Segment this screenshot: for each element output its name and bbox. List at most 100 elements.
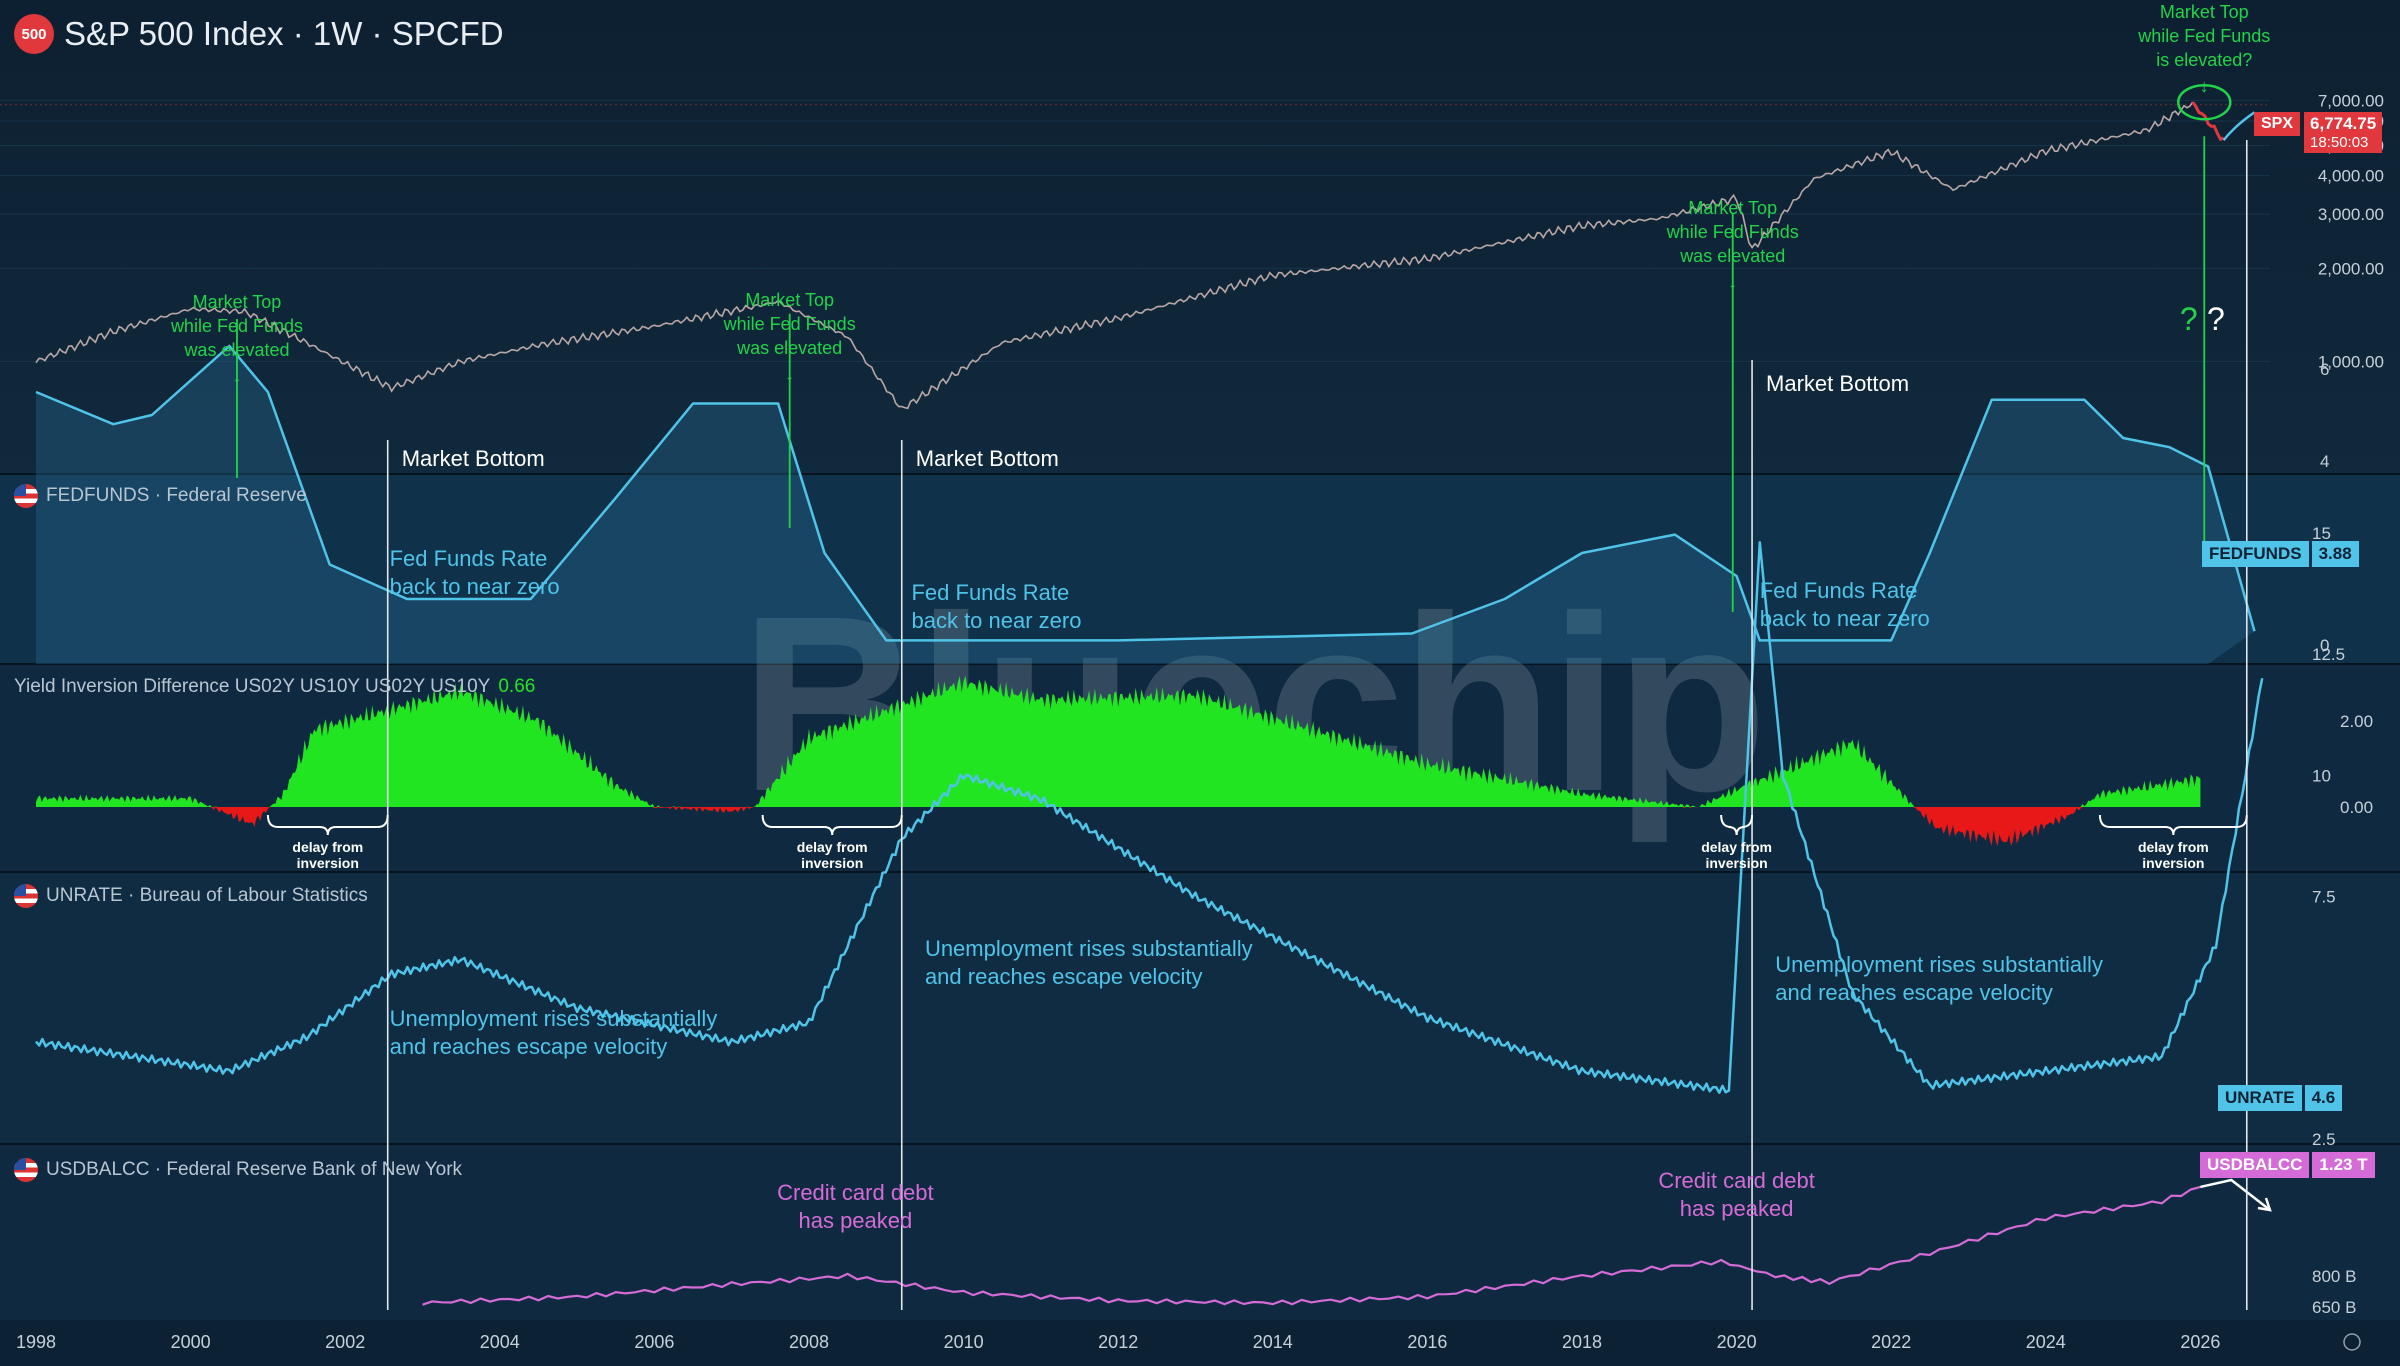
fedfunds-annotation: back to near zero xyxy=(1760,606,1930,631)
unemployment-annotation: and reaches escape velocity xyxy=(390,1034,668,1059)
usdbalcc-badge-label: USDBALCC xyxy=(2200,1152,2310,1178)
spx-pane xyxy=(0,0,2400,474)
usdbalcc-projection-arrow xyxy=(2200,1178,2271,1211)
market-top-label: was elevated xyxy=(183,340,289,360)
credit-annotation: has peaked xyxy=(1680,1196,1794,1221)
pane-separator[interactable] xyxy=(0,473,2400,475)
market-top-label: while Fed Funds xyxy=(2137,26,2270,46)
us-flag-icon xyxy=(14,484,38,508)
yield-value: 0.66 xyxy=(498,676,536,697)
down-arrow-icon: ↓ xyxy=(2200,76,2209,96)
unrate-badge-label: UNRATE xyxy=(2218,1085,2302,1111)
x-axis-label: 2022 xyxy=(1871,1332,1911,1352)
x-axis-label: 2018 xyxy=(1562,1332,1602,1352)
fedfunds-tick-label: 0 xyxy=(2320,636,2329,655)
usdbalcc-tick-label: 800 B xyxy=(2312,1267,2356,1286)
market-top-label: Market Top xyxy=(745,290,834,310)
unemployment-annotation: Unemployment rises substantially xyxy=(1775,952,2103,977)
x-axis-label: 2026 xyxy=(2180,1332,2220,1352)
x-axis-label: 2002 xyxy=(325,1332,365,1352)
x-axis-label: 2020 xyxy=(1717,1332,1757,1352)
symbol-title[interactable]: S&P 500 Index · 1W · SPCFD xyxy=(64,15,504,52)
x-axis-label: 2014 xyxy=(1253,1332,1293,1352)
spx-decline-projection xyxy=(2191,101,2225,142)
spx-price-line-series xyxy=(35,101,2194,410)
fedfunds-annotation: Fed Funds Rate xyxy=(390,546,548,571)
yield-positive-area xyxy=(36,675,2201,807)
chart-title[interactable]: 500 S&P 500 Index · 1W · SPCFD xyxy=(14,14,504,54)
spx-tick-label: 1,000.00 xyxy=(2318,352,2384,371)
unemployment-annotation: Unemployment rises substantially xyxy=(925,936,1253,961)
unrate-tick-label: 12.5 xyxy=(2312,645,2345,664)
yield-legend[interactable]: Yield Inversion Difference US02Y US10Y U… xyxy=(14,676,535,698)
usdbalcc-tick-label: 650 B xyxy=(2312,1298,2356,1317)
pane-separator[interactable] xyxy=(0,663,2400,665)
unrate-tick-label: 10 xyxy=(2312,766,2331,785)
market-top-label: while Fed Funds xyxy=(723,314,856,334)
market-bottom-label: Market Bottom xyxy=(916,446,1059,471)
fedfunds-annotation: back to near zero xyxy=(911,608,1081,633)
delay-brace xyxy=(2098,814,2248,836)
fedfunds-area xyxy=(36,346,2255,664)
delay-brace xyxy=(1720,814,1754,836)
unemployment-annotation: Unemployment rises substantially xyxy=(390,1006,718,1031)
delay-label: delay from xyxy=(292,839,363,855)
unrate-pane xyxy=(0,872,2400,1144)
spx-tick-label: 2,000.00 xyxy=(2318,259,2384,278)
unrate-legend[interactable]: UNRATE · Bureau of Labour Statistics xyxy=(14,884,368,908)
delay-label: delay from xyxy=(2138,839,2209,855)
question-mark: ? xyxy=(2207,301,2225,337)
fedfunds-badge-label: FEDFUNDS xyxy=(2202,541,2309,567)
pane-separator[interactable] xyxy=(0,1143,2400,1145)
market-top-label: was elevated xyxy=(736,338,842,358)
pane-separator[interactable] xyxy=(0,871,2400,873)
us-flag-icon xyxy=(14,884,38,908)
fedfunds-title: FEDFUNDS · Federal Reserve xyxy=(46,485,307,506)
delay-label: delay from xyxy=(1701,839,1772,855)
fedfunds-legend[interactable]: FEDFUNDS · Federal Reserve xyxy=(14,484,307,508)
credit-annotation: has peaked xyxy=(798,1208,912,1233)
usdbalcc-title: USDBALCC · Federal Reserve Bank of New Y… xyxy=(46,1159,463,1180)
unemployment-annotation: and reaches escape velocity xyxy=(1775,980,2053,1005)
usdbalcc-badge-value: 1.23 T xyxy=(2312,1152,2375,1178)
unrate-line xyxy=(35,541,2264,1094)
unrate-tick-label: 15 xyxy=(2312,524,2331,543)
unrate-tick-label: 2.5 xyxy=(2312,1130,2336,1149)
fedfunds-annotation: Fed Funds Rate xyxy=(1760,578,1918,603)
unrate-badge: UNRATE 4.6 xyxy=(2218,1085,2343,1111)
delay-label: inversion xyxy=(2142,855,2204,871)
down-arrow-icon: ↓ xyxy=(232,366,241,386)
x-axis-label: 2016 xyxy=(1407,1332,1447,1352)
spx-countdown: 18:50:03 xyxy=(2310,134,2369,151)
yield-tick-label: 2.00 xyxy=(2340,712,2373,731)
market-top-label: while Fed Funds xyxy=(1666,222,1799,242)
fedfunds-annotation: back to near zero xyxy=(390,574,560,599)
unrate-tick-label: 7.5 xyxy=(2312,888,2336,907)
fedfunds-badge-value: 3.88 xyxy=(2311,541,2359,567)
arrow-head-icon xyxy=(2257,1197,2272,1212)
market-top-label: Market Top xyxy=(1688,198,1777,218)
x-axis-label: 2000 xyxy=(171,1332,211,1352)
x-axis-label: 1998 xyxy=(16,1332,56,1352)
market-bottom-label: Market Bottom xyxy=(402,446,545,471)
delay-label: inversion xyxy=(801,855,863,871)
delay-label: inversion xyxy=(297,855,359,871)
spx-tick-label: 4,000.00 xyxy=(2318,166,2384,185)
market-top-label: was elevated xyxy=(1679,246,1785,266)
settings-gear-icon[interactable] xyxy=(2343,1333,2361,1351)
market-bottom-label: Market Bottom xyxy=(1766,371,1909,396)
usdbalcc-legend[interactable]: USDBALCC · Federal Reserve Bank of New Y… xyxy=(14,1158,462,1182)
usdbalcc-line xyxy=(422,1185,2201,1306)
fedfunds-tick-label: 4 xyxy=(2320,452,2329,471)
unemployment-annotation: and reaches escape velocity xyxy=(925,964,1203,989)
yield-negative-area xyxy=(36,807,2201,847)
x-axis-label: 2004 xyxy=(480,1332,520,1352)
fedfunds-annotation: Fed Funds Rate xyxy=(911,580,1069,605)
delay-brace xyxy=(761,814,903,836)
delay-label: delay from xyxy=(797,839,868,855)
spx-badge-label: SPX xyxy=(2254,112,2301,136)
market-top-label: while Fed Funds xyxy=(170,316,303,336)
fedfunds-pane xyxy=(0,474,2400,664)
